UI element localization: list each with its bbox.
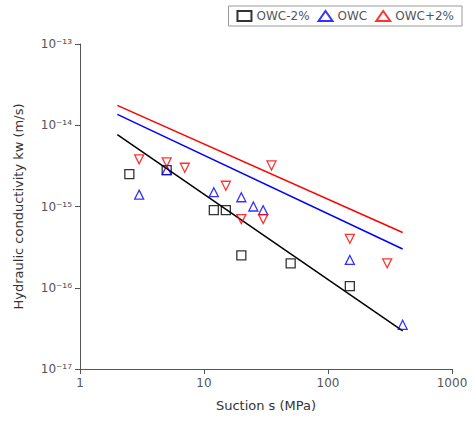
svg-text:OWC: OWC: [338, 9, 368, 23]
svg-text:100: 100: [317, 376, 340, 390]
svg-text:10⁻¹⁶: 10⁻¹⁶: [41, 281, 72, 295]
svg-text:10⁻¹³: 10⁻¹³: [41, 37, 72, 51]
svg-text:Suction s (MPa): Suction s (MPa): [216, 398, 316, 413]
svg-text:OWC+2%: OWC+2%: [395, 9, 454, 23]
svg-text:1000: 1000: [437, 376, 468, 390]
svg-text:10⁻¹⁴: 10⁻¹⁴: [41, 118, 72, 132]
svg-text:10⁻¹⁷: 10⁻¹⁷: [41, 362, 72, 376]
svg-text:10: 10: [196, 376, 211, 390]
svg-text:OWC-2%: OWC-2%: [256, 9, 309, 23]
svg-text:Hydraulic conductivity kw (m/s: Hydraulic conductivity kw (m/s): [11, 104, 26, 310]
svg-text:10⁻¹⁵: 10⁻¹⁵: [41, 200, 72, 214]
svg-text:1: 1: [76, 376, 84, 390]
